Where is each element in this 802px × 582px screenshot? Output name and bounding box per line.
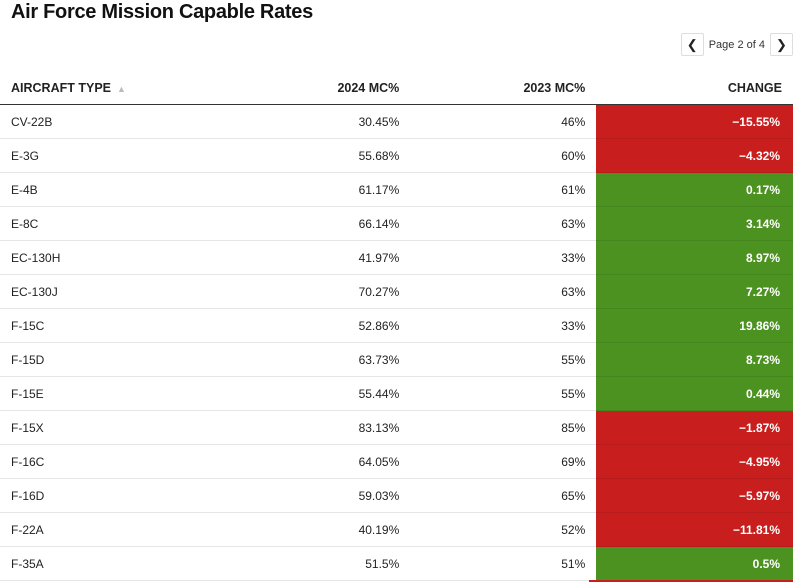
- aircraft-type-cell: E-8C: [0, 206, 246, 241]
- change-cell: 7.27%: [596, 274, 793, 309]
- table-row: CV-22B 30.45% 46% −15.55%: [0, 104, 793, 139]
- page-indicator: Page 2 of 4: [708, 38, 765, 51]
- table-row: E-3G 55.68% 60% −4.32%: [0, 138, 793, 173]
- table-row: F-15D 63.73% 55% 8.73%: [0, 342, 793, 377]
- mc2024-cell: 55.68%: [245, 138, 411, 173]
- mc2023-cell: 69%: [410, 444, 597, 479]
- aircraft-type-cell: E-3G: [0, 138, 246, 173]
- change-cell: −11.81%: [596, 512, 793, 547]
- next-page-button[interactable]: ❯: [770, 33, 793, 56]
- aircraft-type-cell: F-16D: [0, 478, 246, 513]
- column-header-change[interactable]: CHANGE: [596, 72, 793, 105]
- change-cell: 8.97%: [596, 240, 793, 275]
- mc2023-cell: 65%: [410, 478, 597, 513]
- mc2024-cell: 64.05%: [245, 444, 411, 479]
- prev-page-button[interactable]: ❮: [680, 33, 704, 56]
- table-row: F-16D 59.03% 65% −5.97%: [0, 478, 793, 513]
- change-cell: −5.97%: [596, 478, 793, 513]
- next-row-partial: [589, 580, 793, 582]
- aircraft-type-cell: F-15C: [0, 308, 246, 343]
- mc2023-cell: 85%: [410, 410, 597, 445]
- change-cell: −4.95%: [596, 444, 793, 479]
- mc2023-cell: 33%: [410, 308, 597, 343]
- change-cell: −4.32%: [596, 138, 793, 173]
- mc2024-cell: 40.19%: [245, 512, 411, 547]
- aircraft-type-cell: F-15E: [0, 376, 246, 411]
- mc2024-cell: 30.45%: [245, 104, 411, 139]
- change-cell: 0.44%: [596, 376, 793, 411]
- table-row: EC-130J 70.27% 63% 7.27%: [0, 274, 793, 309]
- mc2024-cell: 63.73%: [245, 342, 411, 377]
- aircraft-type-cell: F-15X: [0, 410, 246, 445]
- chevron-left-icon: ❮: [686, 36, 698, 52]
- aircraft-type-cell: F-22A: [0, 512, 246, 547]
- table-row: F-16C 64.05% 69% −4.95%: [0, 444, 793, 479]
- aircraft-type-cell: EC-130H: [0, 240, 246, 275]
- mc2023-cell: 33%: [410, 240, 597, 275]
- mc2023-cell: 51%: [410, 546, 597, 581]
- pagination: ❮ Page 2 of 4 ❯: [680, 33, 793, 56]
- mc2023-cell: 55%: [410, 342, 597, 377]
- mc2024-cell: 61.17%: [245, 172, 411, 207]
- aircraft-type-cell: EC-130J: [0, 274, 246, 309]
- mc2024-cell: 66.14%: [245, 206, 411, 241]
- sort-up-icon: ▲: [117, 84, 126, 94]
- mc2023-cell: 60%: [410, 138, 597, 173]
- mc2023-cell: 52%: [410, 512, 597, 547]
- change-cell: 3.14%: [596, 206, 793, 241]
- change-cell: 0.5%: [596, 546, 793, 581]
- table-row: F-22A 40.19% 52% −11.81%: [0, 512, 793, 547]
- aircraft-type-cell: F-35A: [0, 546, 246, 581]
- table-row: F-15C 52.86% 33% 19.86%: [0, 308, 793, 343]
- mc2024-cell: 52.86%: [245, 308, 411, 343]
- column-header-aircraft-type[interactable]: AIRCRAFT TYPE ▲: [0, 72, 246, 105]
- table-row: E-8C 66.14% 63% 3.14%: [0, 206, 793, 241]
- change-cell: −1.87%: [596, 410, 793, 445]
- mc2023-cell: 63%: [410, 206, 597, 241]
- change-cell: 8.73%: [596, 342, 793, 377]
- change-cell: 0.17%: [596, 172, 793, 207]
- column-header-2024[interactable]: 2024 MC%: [245, 72, 411, 105]
- change-cell: −15.55%: [596, 104, 793, 139]
- mc2024-cell: 83.13%: [245, 410, 411, 445]
- mc2024-cell: 55.44%: [245, 376, 411, 411]
- data-table: AIRCRAFT TYPE ▲ 2024 MC% 2023 MC% CHANGE …: [0, 72, 793, 581]
- mc2024-cell: 41.97%: [245, 240, 411, 275]
- table-row: F-15E 55.44% 55% 0.44%: [0, 376, 793, 411]
- page-title: Air Force Mission Capable Rates: [11, 1, 313, 23]
- mc2024-cell: 70.27%: [245, 274, 411, 309]
- aircraft-type-cell: F-15D: [0, 342, 246, 377]
- table-row: F-15X 83.13% 85% −1.87%: [0, 410, 793, 445]
- mc2024-cell: 51.5%: [245, 546, 411, 581]
- aircraft-type-cell: E-4B: [0, 172, 246, 207]
- column-label: AIRCRAFT TYPE: [11, 81, 111, 95]
- change-cell: 19.86%: [596, 308, 793, 343]
- chevron-right-icon: ❯: [776, 36, 787, 52]
- table-row: E-4B 61.17% 61% 0.17%: [0, 172, 793, 207]
- mc2023-cell: 61%: [410, 172, 597, 207]
- mc2023-cell: 63%: [410, 274, 597, 309]
- table-header-row: AIRCRAFT TYPE ▲ 2024 MC% 2023 MC% CHANGE: [0, 72, 793, 105]
- mc2024-cell: 59.03%: [245, 478, 411, 513]
- aircraft-type-cell: CV-22B: [0, 104, 246, 139]
- column-header-2023[interactable]: 2023 MC%: [410, 72, 597, 105]
- mc2023-cell: 55%: [410, 376, 597, 411]
- aircraft-type-cell: F-16C: [0, 444, 246, 479]
- table-row: EC-130H 41.97% 33% 8.97%: [0, 240, 793, 275]
- table-row: F-35A 51.5% 51% 0.5%: [0, 546, 793, 581]
- mc2023-cell: 46%: [410, 104, 597, 139]
